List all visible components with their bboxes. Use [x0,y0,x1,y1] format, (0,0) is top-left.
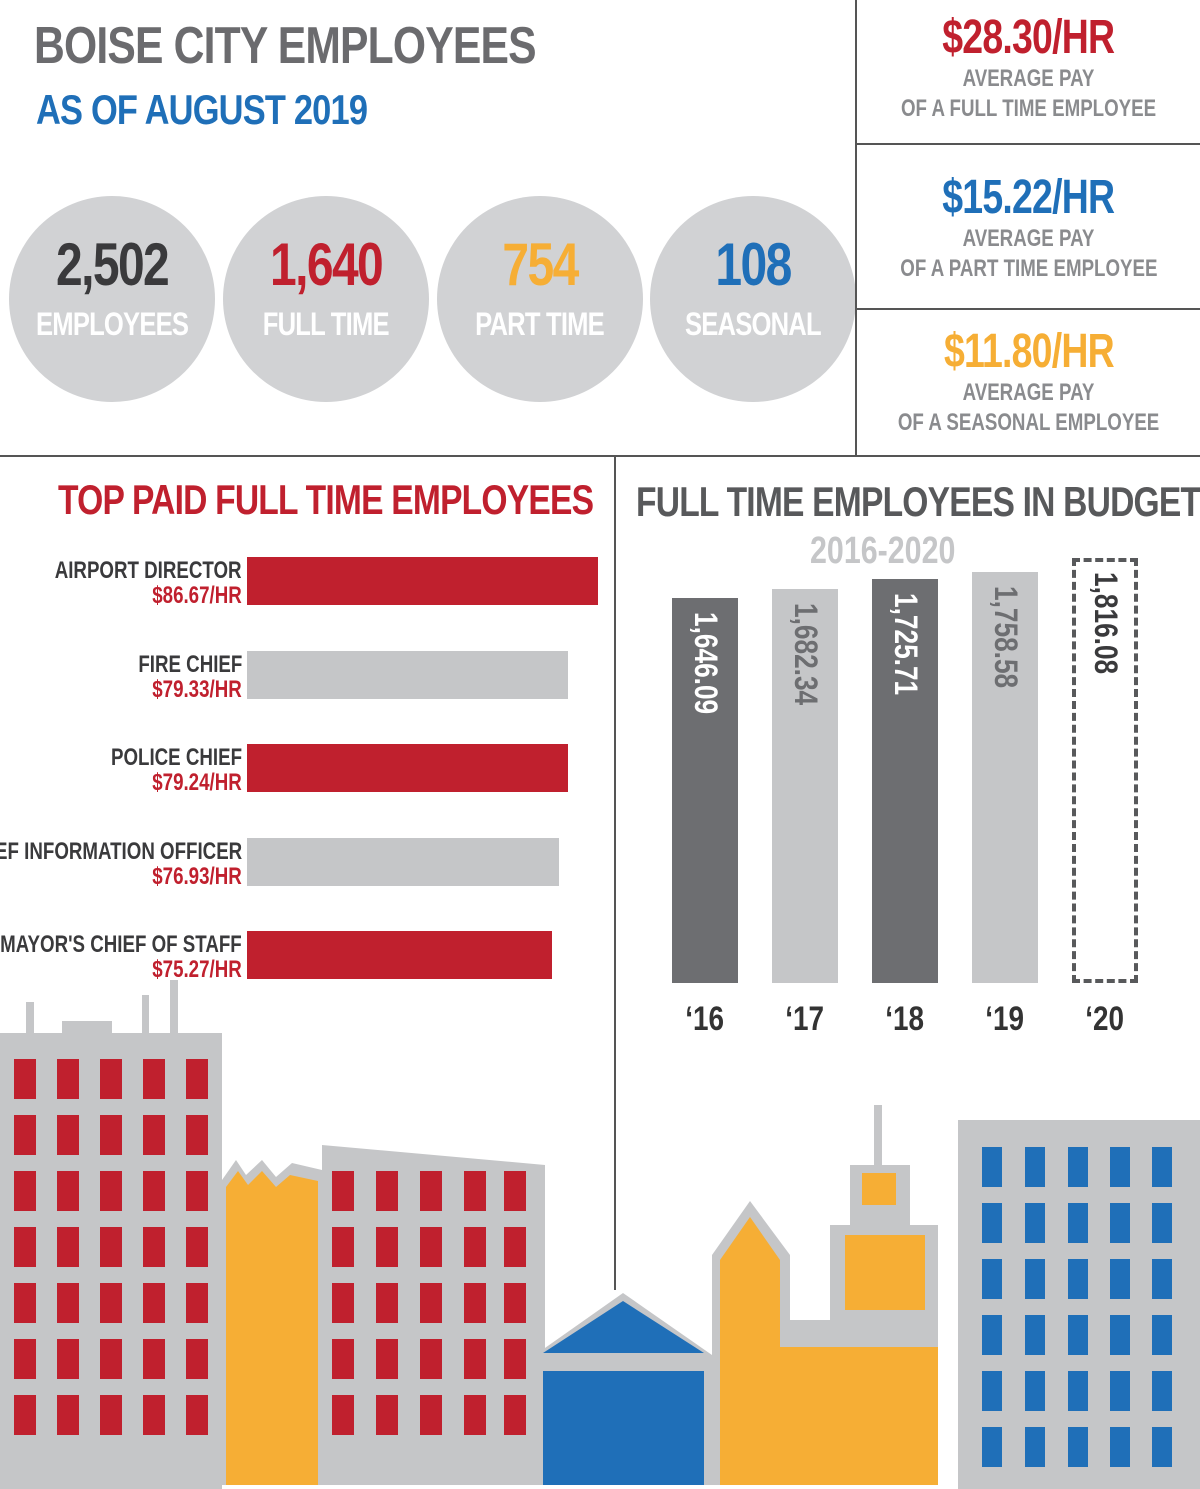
pay-desc-line2: OF A PART TIME EMPLOYEE [899,255,1158,282]
count-value: 2,502 [55,231,170,298]
pay-box-part-time: $15.22/HR AVERAGE PAY OF A PART TIME EMP… [857,172,1200,284]
pay-box-full-time: $28.30/HR AVERAGE PAY OF A FULL TIME EMP… [857,12,1200,124]
budget-x-tick: ‘17 [785,1000,825,1038]
top-paid-rate: $79.24/HR [152,769,242,796]
divider [855,308,1200,310]
top-paid-job-title: CHIEF INFORMATION OFFICER [0,837,242,865]
budget-bar [872,579,938,983]
pay-desc-line2: OF A SEASONAL EMPLOYEE [897,409,1160,436]
top-paid-chart-title: TOP PAID FULL TIME EMPLOYEES [58,476,594,523]
pay-box-seasonal: $11.80/HR AVERAGE PAY OF A SEASONAL EMPL… [857,326,1200,438]
budget-chart-title: FULL TIME EMPLOYEES IN BUDGET* [636,478,1200,525]
page-subtitle: AS OF AUGUST 2019 [36,86,368,133]
count-circle-part-time: 754 PART TIME [437,196,643,402]
count-circle-seasonal: 108 SEASONAL [650,196,856,402]
top-paid-bar [247,650,568,699]
budget-x-tick: ‘16 [685,1000,725,1038]
budget-bar-value: 1,646.09 [688,612,724,715]
budget-bar [1072,558,1138,983]
top-paid-label: AIRPORT DIRECTOR $86.67/HR [2,558,242,608]
top-paid-label: MAYOR'S CHIEF OF STAFF $75.27/HR [0,932,242,982]
top-paid-rate: $75.27/HR [152,956,242,983]
divider [855,0,857,455]
top-paid-bar [247,557,598,605]
top-paid-bar [247,744,568,792]
pay-desc-line2: OF A FULL TIME EMPLOYEE [900,95,1157,122]
pay-desc-line1: AVERAGE PAY [962,65,1095,92]
count-label: SEASONAL [685,306,822,342]
budget-bar-value: 1,725.71 [888,593,924,696]
budget-x-tick: ‘20 [1085,1000,1125,1038]
budget-bar [672,598,738,983]
budget-x-tick: ‘18 [885,1000,925,1038]
count-label: PART TIME [475,306,606,342]
top-paid-label: FIRE CHIEF $79.33/HR [109,652,242,702]
top-paid-job-title: AIRPORT DIRECTOR [55,557,242,584]
city-skyline-illustration [0,980,1200,1489]
top-paid-rate: $76.93/HR [152,862,242,890]
top-paid-rate: $79.33/HR [152,675,242,703]
pay-rate: $15.22/HR [942,171,1116,224]
building-middle-windows [332,1171,526,1435]
budget-bar-value: 1,758.58 [988,586,1024,689]
pay-desc-line1: AVERAGE PAY [962,379,1095,406]
count-label: FULL TIME [263,306,390,342]
top-paid-label: POLICE CHIEF $79.24/HR [74,745,242,795]
count-label: EMPLOYEES [35,306,189,342]
pay-desc-line1: AVERAGE PAY [962,225,1095,252]
building-left-windows [14,1059,208,1435]
top-paid-job-title: MAYOR'S CHIEF OF STAFF [0,931,242,958]
top-paid-label: CHIEF INFORMATION OFFICER$76.93/HR [0,839,242,889]
divider [855,143,1200,145]
top-paid-bar [247,837,559,886]
pay-rate: $11.80/HR [943,325,1115,378]
divider [0,455,1200,457]
top-paid-bar [247,931,552,979]
budget-bar [972,572,1038,983]
budget-chart-subtitle: 2016-2020 [810,530,956,572]
budget-x-tick: ‘19 [985,1000,1025,1038]
count-circle-employees: 2,502 EMPLOYEES [9,196,215,402]
building-right-windows [982,1147,1172,1467]
top-paid-rate: $86.67/HR [152,582,242,609]
budget-bar-value: 1,682.34 [788,603,824,706]
top-paid-job-title: POLICE CHIEF [110,744,242,771]
divider [614,455,616,1290]
count-value: 1,640 [269,231,384,298]
budget-bar [772,589,838,983]
count-circle-full-time: 1,640 FULL TIME [223,196,429,402]
count-value: 754 [502,231,579,298]
top-paid-job-title: FIRE CHIEF [137,650,242,678]
count-value: 108 [715,231,792,298]
pay-rate: $28.30/HR [942,11,1116,64]
budget-bar-value: 1,816.08 [1088,572,1124,675]
page-title: BOISE CITY EMPLOYEES [34,17,537,75]
